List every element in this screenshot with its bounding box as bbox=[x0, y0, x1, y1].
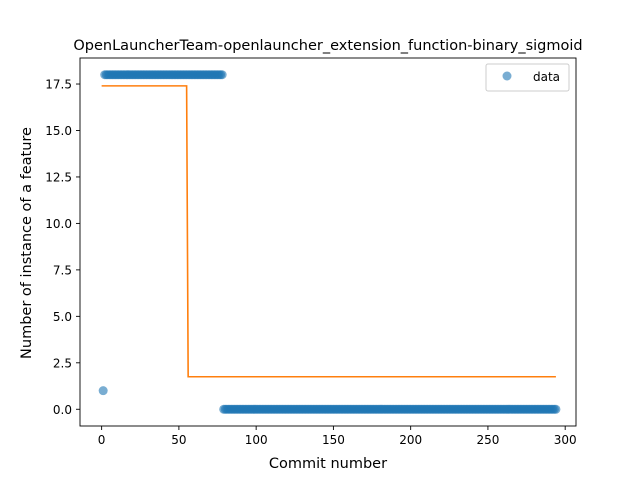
chart-title: OpenLauncherTeam-openlauncher_extension_… bbox=[73, 38, 582, 54]
legend-marker bbox=[502, 71, 512, 81]
y-tick-label: 0.0 bbox=[53, 403, 72, 417]
data-point bbox=[98, 386, 108, 396]
y-tick-label: 17.5 bbox=[45, 78, 72, 92]
data-point bbox=[551, 404, 561, 414]
x-tick-label: 0 bbox=[98, 433, 106, 447]
legend-label-data: data bbox=[533, 70, 560, 84]
axis-ticks: 0 50 100 150 200 250 300 0.0 2.5 5.0 7.5 10.0 12.5 15… bbox=[45, 78, 576, 447]
y-tick-label: 15.0 bbox=[45, 124, 72, 138]
x-tick-label: 150 bbox=[322, 433, 345, 447]
x-tick-label: 250 bbox=[476, 433, 499, 447]
x-tick-label: 300 bbox=[554, 433, 577, 447]
x-tick-label: 100 bbox=[245, 433, 268, 447]
axes-frame bbox=[79, 57, 577, 427]
plot-area bbox=[79, 57, 577, 427]
x-tick-label: 200 bbox=[399, 433, 422, 447]
data-point bbox=[217, 70, 227, 80]
step-line bbox=[101, 85, 556, 378]
y-tick-label: 5.0 bbox=[53, 310, 72, 324]
legend: data bbox=[485, 63, 570, 92]
y-tick-label: 2.5 bbox=[53, 356, 72, 370]
y-tick-label: 10.0 bbox=[45, 217, 72, 231]
y-tick-label: 7.5 bbox=[53, 263, 72, 277]
x-axis-label: Commit number bbox=[269, 456, 387, 472]
y-axis-label: Number of instance of a feature bbox=[19, 127, 35, 359]
x-tick-label: 50 bbox=[171, 433, 186, 447]
y-tick-label: 12.5 bbox=[45, 170, 72, 184]
legend-box bbox=[485, 63, 570, 92]
data-marks bbox=[98, 70, 561, 414]
